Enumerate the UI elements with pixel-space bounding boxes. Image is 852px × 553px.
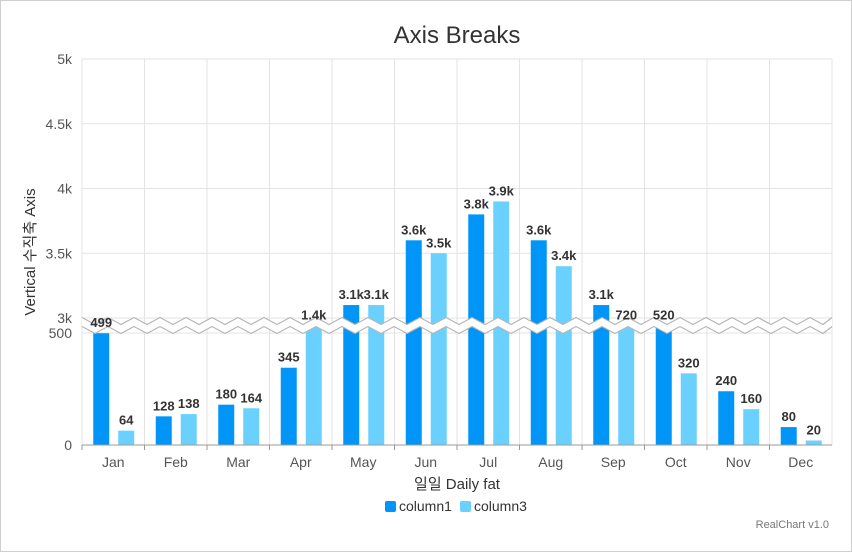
data-label-column1-jul: 3.8k	[464, 196, 490, 211]
bar-column1-jul	[468, 214, 485, 445]
bar-column3-feb	[180, 414, 197, 445]
legend-label-column1[interactable]: column1	[399, 498, 452, 514]
x-tick-label-sep: Sep	[601, 454, 626, 470]
bar-column1-jan	[93, 333, 110, 445]
data-label-column3-oct: 320	[678, 355, 700, 370]
bar-column1-sep	[593, 305, 610, 445]
data-label-column1-jan: 499	[90, 315, 112, 330]
y-tick-label-3-5k: 3.5k	[46, 245, 73, 261]
data-labels: 499 128 180 345 3.1k 3.6k 3.8k 3.6k 3.1k 520 240 80…	[90, 183, 821, 437]
data-label-column1-may: 3.1k	[339, 287, 365, 302]
data-label-column3-nov: 160	[740, 391, 762, 406]
data-label-column3-feb: 138	[178, 396, 200, 411]
x-tick-label-nov: Nov	[726, 454, 751, 470]
bar-column3-jan	[118, 430, 135, 445]
data-label-column1-oct: 520	[653, 308, 675, 323]
y-tick-label-500: 500	[49, 325, 73, 341]
data-label-column1-sep: 3.1k	[589, 287, 615, 302]
x-tick-label-dec: Dec	[788, 454, 813, 470]
y-tick-label-4k: 4k	[57, 181, 73, 197]
data-label-column1-mar: 180	[215, 387, 237, 402]
chart-title: Axis Breaks	[394, 22, 521, 49]
x-tick-label-feb: Feb	[164, 454, 188, 470]
bar-column1-aug	[530, 240, 547, 445]
y-tick-label-0: 0	[64, 437, 72, 453]
x-axis-title: 일일 Daily fat	[414, 476, 501, 493]
legend: column1 column3	[385, 498, 527, 514]
legend-swatch-column3[interactable]	[460, 501, 471, 512]
data-label-column1-nov: 240	[715, 373, 737, 388]
x-tick-label-apr: Apr	[290, 454, 312, 470]
data-label-column3-mar: 164	[240, 390, 262, 405]
legend-swatch-column1[interactable]	[385, 501, 396, 512]
y-tick-label-5k: 5k	[57, 51, 73, 67]
x-tick-label-may: May	[350, 454, 376, 470]
axis-break	[81, 316, 833, 335]
data-label-column3-apr: 1.4k	[301, 308, 327, 323]
data-label-column3-aug: 3.4k	[551, 248, 577, 263]
bar-column3-may	[368, 305, 385, 445]
bar-column1-may	[343, 305, 360, 445]
x-tick-label-aug: Aug	[538, 454, 563, 470]
credit-text: RealChart v1.0	[756, 519, 829, 531]
data-label-column3-jul: 3.9k	[489, 183, 515, 198]
bar-column3-sep	[618, 325, 635, 445]
y-axis-title: Vertical 수직축 Axis	[22, 188, 39, 315]
data-label-column1-jun: 3.6k	[401, 222, 427, 237]
bar-column1-oct	[655, 325, 672, 445]
axis-break-upper-edge	[81, 316, 833, 326]
data-label-column1-aug: 3.6k	[526, 222, 552, 237]
data-label-column3-dec: 20	[807, 423, 821, 438]
data-label-column3-jan: 64	[119, 413, 134, 428]
x-tick-label-jun: Jun	[414, 454, 437, 470]
bar-column3-apr	[305, 325, 322, 445]
bar-column3-jun	[430, 253, 447, 445]
bar-column3-oct	[680, 373, 697, 445]
data-label-column1-feb: 128	[153, 398, 175, 413]
data-label-column1-dec: 80	[782, 409, 796, 424]
legend-label-column3[interactable]: column3	[474, 498, 527, 514]
data-label-column3-sep: 720	[615, 308, 637, 323]
axis-break-band	[82, 317, 832, 334]
y-tick-label-3k: 3k	[57, 310, 73, 326]
x-tick-label-oct: Oct	[665, 454, 687, 470]
data-label-column3-may: 3.1k	[364, 287, 390, 302]
axis-break-lower-edge	[81, 325, 833, 335]
x-tick-label-jan: Jan	[102, 454, 125, 470]
bar-column3-nov	[743, 409, 760, 445]
x-tick-label-mar: Mar	[226, 454, 250, 470]
y-tick-label-4-5k: 4.5k	[46, 116, 73, 132]
bar-column1-jun	[405, 240, 422, 445]
bar-column1-nov	[718, 391, 735, 445]
data-label-column3-jun: 3.5k	[426, 235, 452, 250]
x-tick-label-jul: Jul	[479, 454, 497, 470]
bar-column3-aug	[555, 266, 572, 445]
bars	[93, 201, 822, 445]
bar-column1-dec	[780, 427, 797, 445]
bar-column3-dec	[805, 440, 822, 445]
bar-column3-mar	[243, 408, 260, 445]
bar-column1-mar	[218, 404, 235, 445]
data-label-column1-apr: 345	[278, 350, 300, 365]
bar-column1-feb	[155, 416, 172, 445]
bar-column1-apr	[280, 367, 297, 445]
